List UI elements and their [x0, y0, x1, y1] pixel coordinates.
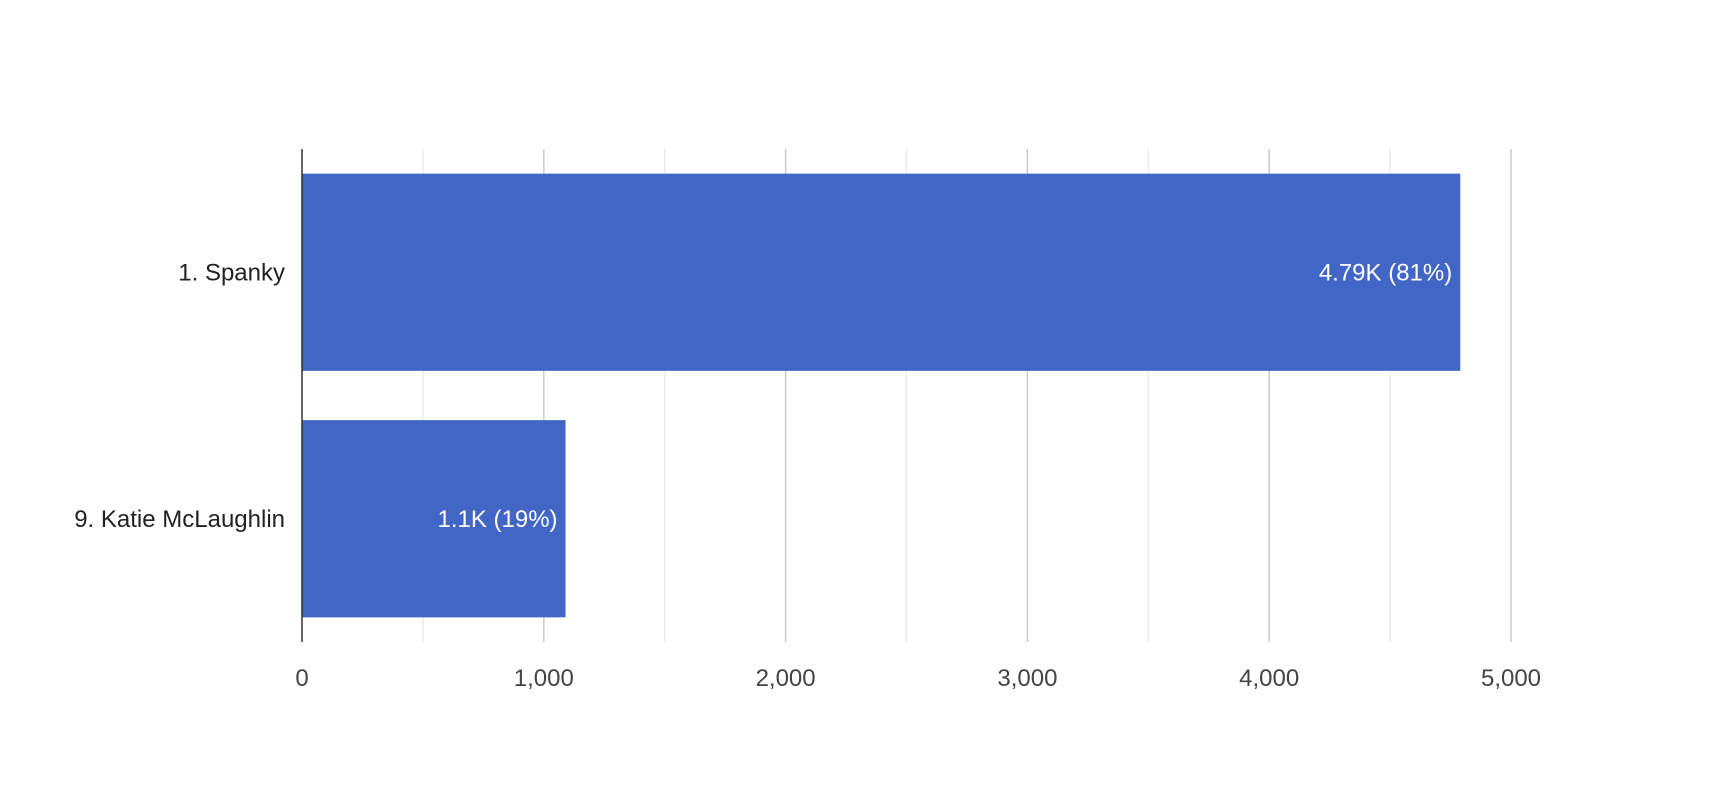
bar-0[interactable] — [302, 173, 1461, 371]
x-tick-label-5: 5,000 — [1481, 665, 1541, 692]
category-label-0: 1. Spanky — [178, 259, 285, 286]
x-tick-label-4: 4,000 — [1239, 665, 1299, 692]
x-tick-label-2: 2,000 — [756, 665, 816, 692]
data-label-1: 1.1K (19%) — [437, 506, 557, 533]
x-tick-label-0: 0 — [295, 665, 308, 692]
x-tick-label-1: 1,000 — [514, 665, 574, 692]
labels: 0 1,000 2,000 3,000 4,000 5,000 1. Spanky 4.79K… — [74, 259, 1541, 692]
data-label-0: 4.79K (81%) — [1319, 259, 1452, 286]
category-label-1: 9. Katie McLaughlin — [74, 506, 285, 533]
bar-1[interactable] — [302, 420, 566, 618]
x-tick-label-3: 3,000 — [997, 665, 1057, 692]
bars — [302, 173, 1461, 618]
